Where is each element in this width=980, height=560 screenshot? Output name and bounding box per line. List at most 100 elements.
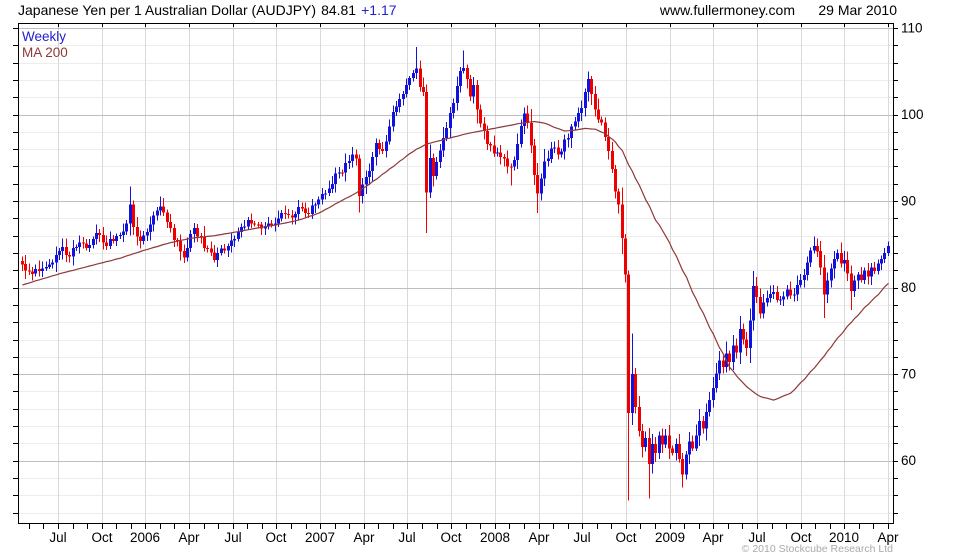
down-candle [681, 458, 684, 475]
up-candle [385, 141, 388, 151]
up-candle [550, 148, 553, 159]
down-candle [98, 233, 101, 235]
candlesticks [21, 47, 890, 501]
down-candle [287, 214, 290, 216]
down-candle [250, 220, 253, 224]
last-price: 84.81 [321, 2, 357, 18]
up-candle [338, 172, 341, 174]
down-candle [816, 246, 819, 252]
x-axis-label: 2007 [305, 530, 335, 545]
up-candle [324, 193, 327, 195]
up-candle [863, 270, 866, 280]
y-axis-label: 100 [901, 107, 924, 122]
down-candle [873, 267, 876, 272]
down-candle [378, 143, 381, 150]
up-candle [321, 194, 324, 200]
up-candle [34, 268, 37, 274]
down-candle [139, 236, 142, 241]
up-candle [664, 435, 667, 445]
up-candle [739, 329, 742, 353]
up-candle [779, 299, 782, 301]
down-candle [476, 85, 479, 110]
x-axis-label: Apr [353, 530, 375, 545]
down-candle [691, 441, 694, 449]
up-candle [523, 113, 526, 127]
up-candle [331, 183, 334, 189]
up-candle [365, 176, 368, 185]
down-candle [31, 271, 34, 274]
x-axis-label: Oct [615, 530, 636, 545]
up-candle [146, 232, 149, 236]
up-candle [92, 239, 95, 246]
down-candle [600, 119, 603, 123]
up-candle [675, 444, 678, 453]
down-candle [173, 227, 176, 241]
down-candle [850, 273, 853, 291]
down-candle [590, 79, 593, 94]
down-candle [257, 224, 260, 226]
down-candle [661, 435, 664, 445]
up-candle [408, 78, 411, 86]
up-candle [793, 294, 796, 296]
down-candle [469, 79, 472, 97]
down-candle [21, 260, 24, 265]
down-candle [301, 207, 304, 209]
up-candle [843, 259, 846, 264]
up-candle [159, 206, 162, 211]
y-axis-label: 70 [901, 367, 916, 382]
down-candle [166, 212, 169, 223]
down-candle [776, 291, 779, 300]
up-candle [584, 92, 587, 108]
legend-timeframe: Weekly [22, 29, 67, 44]
up-candle [75, 246, 78, 248]
up-candle [264, 226, 267, 229]
down-candle [210, 248, 213, 253]
up-candle [149, 224, 152, 233]
up-candle [297, 207, 300, 215]
down-candle [668, 435, 671, 449]
up-candle [570, 126, 573, 138]
up-candle [72, 247, 75, 257]
down-candle [493, 145, 496, 154]
up-candle [836, 253, 839, 260]
up-candle [880, 259, 883, 264]
down-candle [38, 268, 41, 272]
up-candle [227, 246, 230, 251]
up-candle [95, 233, 98, 240]
down-candle [621, 204, 624, 239]
down-candle [789, 289, 792, 296]
down-candle [735, 345, 738, 353]
up-candle [496, 152, 499, 154]
up-candle [125, 223, 128, 232]
down-candle [846, 259, 849, 274]
y-axis-label: 90 [901, 194, 916, 209]
up-candle [311, 205, 314, 214]
up-candle [115, 235, 118, 241]
up-candle [344, 163, 347, 173]
down-candle [65, 246, 68, 255]
up-candle [540, 178, 543, 194]
down-candle [179, 240, 182, 252]
down-candle [648, 438, 651, 465]
up-candle [395, 106, 398, 112]
down-candle [206, 248, 209, 250]
up-candle [705, 412, 708, 429]
up-candle [328, 188, 331, 194]
website-watermark: www.fullermoney.com [659, 2, 795, 18]
up-candle [58, 251, 61, 255]
up-candle [442, 137, 445, 151]
down-candle [867, 270, 870, 277]
down-candle [604, 122, 607, 137]
up-candle [368, 171, 371, 177]
down-candle [819, 251, 822, 268]
down-candle [260, 224, 263, 229]
x-axis-label: Oct [790, 530, 811, 545]
up-candle [314, 204, 317, 206]
price-change: +1.17 [361, 2, 397, 18]
ma-200-path [22, 120, 889, 401]
down-candle [132, 204, 135, 227]
up-candle [472, 85, 475, 97]
x-axis-label: Jul [748, 530, 765, 545]
down-candle [355, 154, 358, 159]
